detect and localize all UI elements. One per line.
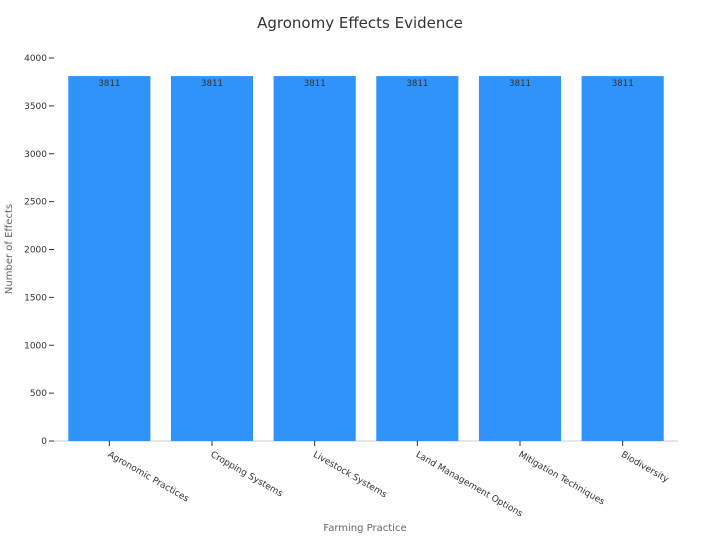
x-tick-label: Mitigation Techniques [517, 450, 607, 508]
data-label: 3811 [304, 79, 326, 89]
x-axis: Agronomic Practices Cropping Systems Lives… [106, 441, 671, 520]
x-tick-label: Agronomic Practices [106, 450, 191, 505]
bars: 3811 3811 3811 3811 3811 3811 [68, 76, 664, 442]
bar [170, 76, 254, 442]
data-label: 3811 [612, 79, 634, 89]
x-tick-label: Livestock Systems [311, 450, 388, 501]
y-axis-label: Number of Effects [4, 204, 15, 294]
y-tick-label: 4000 [24, 54, 47, 64]
y-tick-label: 1500 [24, 293, 47, 303]
y-tick-label: 0 [41, 437, 47, 447]
data-label: 3811 [201, 79, 223, 89]
y-tick-label: 3500 [24, 102, 47, 112]
x-tick-label: Cropping Systems [209, 450, 285, 500]
bar [68, 76, 151, 442]
bar [376, 76, 459, 442]
data-label: 3811 [509, 79, 531, 89]
data-label: 3811 [98, 79, 120, 89]
bar [478, 76, 562, 442]
x-axis-label: Farming Practice [323, 523, 406, 534]
data-label: 3811 [406, 79, 428, 89]
y-tick-label: 2000 [24, 246, 47, 256]
y-tick-label: 1000 [24, 341, 47, 351]
y-tick-label: 2500 [24, 198, 47, 208]
bar [273, 76, 356, 442]
x-tick-label: Biodiversity [619, 450, 670, 485]
y-tick-label: 500 [30, 389, 47, 399]
y-axis: 0 500 1000 1500 2000 2500 3000 3500 4000 [24, 54, 54, 447]
y-tick-label: 3000 [24, 150, 47, 160]
bar [581, 76, 664, 442]
chart-title: Agronomy Effects Evidence [257, 14, 463, 32]
x-tick-label: Land Management Options [414, 450, 525, 520]
